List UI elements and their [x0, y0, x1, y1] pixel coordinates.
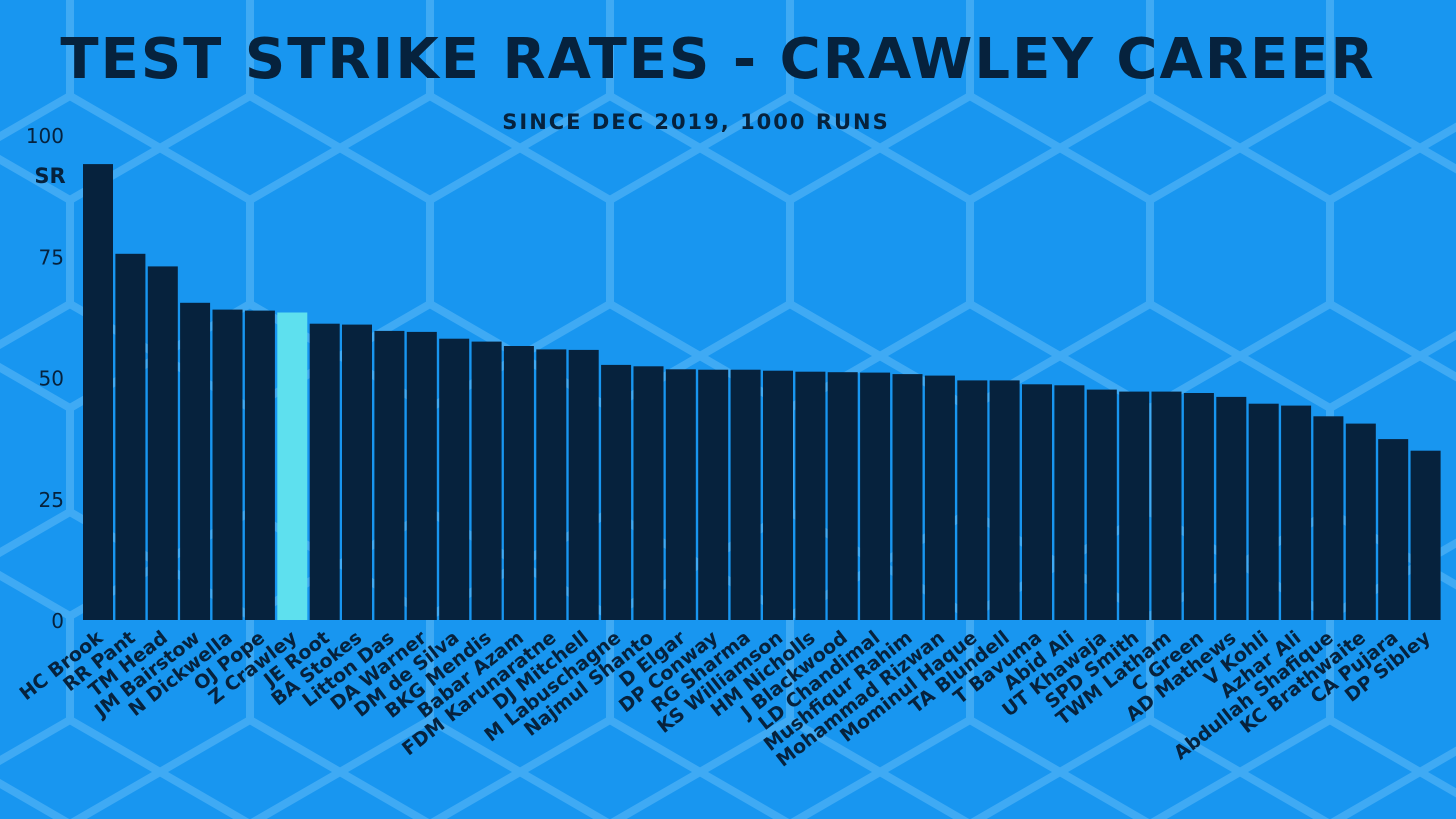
bar-ad-mathews: [1216, 396, 1247, 620]
bar-mushfiqur-rahim: [892, 374, 923, 620]
bar-azhar-ali: [1281, 405, 1312, 620]
bar-jm-bairstow: [180, 302, 211, 620]
bar-hm-nicholls: [795, 371, 826, 620]
bar-abdullah-shafique: [1313, 416, 1344, 620]
bar-ks-williamson: [763, 370, 793, 620]
bar-twm-latham: [1151, 391, 1182, 620]
bar-rr-pant: [115, 253, 146, 621]
bar-rg-sharma: [730, 369, 761, 620]
bar-ba-stokes: [342, 324, 372, 620]
chart-subtitle: SINCE DEC 2019, 1000 RUNS: [502, 110, 890, 134]
bar-spd-smith: [1119, 391, 1150, 620]
y-tick-label: 25: [39, 488, 64, 512]
y-tick-label: 50: [39, 367, 64, 391]
bar-c-green: [1183, 393, 1214, 620]
bar-ca-pujara: [1378, 439, 1409, 620]
bar-mominul-haque: [957, 380, 988, 620]
bar-d-elgar: [665, 369, 696, 620]
bar-mohammad-rizwan: [924, 375, 955, 620]
bar-litton-das: [374, 330, 405, 620]
bar-kc-brathwaite: [1345, 423, 1376, 620]
bar-v-kohli: [1248, 403, 1279, 620]
bar-dp-sibley: [1410, 450, 1441, 620]
bars-group: [83, 164, 1441, 621]
y-tick-label: 0: [51, 609, 64, 633]
y-axis-ticks: 0 25 50 75 100: [26, 124, 64, 633]
bar-babar-azam: [503, 346, 534, 620]
bar-dj-mitchell: [568, 349, 599, 620]
chart-title: TEST STRIKE RATES - CRAWLEY CAREER: [60, 27, 1375, 92]
bar-fdm-karunaratne: [536, 349, 567, 620]
y-tick-label: 75: [39, 245, 64, 269]
bar-je-root: [309, 323, 340, 620]
bar-tm-head: [147, 266, 178, 620]
bar-dm-de-silva: [439, 338, 470, 620]
bar-ut-khawaja: [1086, 389, 1117, 620]
bar-j-blackwood: [827, 372, 858, 620]
bar-m-labuschagne: [601, 364, 632, 620]
bar-t-bavuma: [1022, 384, 1052, 620]
y-axis-label: SR: [34, 164, 65, 188]
bar-ld-chandimal: [860, 372, 891, 620]
bar-abid-ali: [1054, 385, 1085, 620]
bar-najmul-shanto: [633, 366, 664, 620]
bar-oj-pope: [244, 310, 275, 620]
bar-z-crawley: [277, 312, 308, 620]
bar-ta-blundell: [989, 380, 1020, 620]
bar-n-dickwella: [212, 309, 243, 620]
bar-bkg-mendis: [471, 341, 502, 620]
bar-hc-brook: [83, 164, 113, 620]
bar-dp-conway: [698, 369, 729, 620]
y-tick-label: 100: [26, 124, 64, 148]
bar-da-warner: [406, 331, 437, 620]
